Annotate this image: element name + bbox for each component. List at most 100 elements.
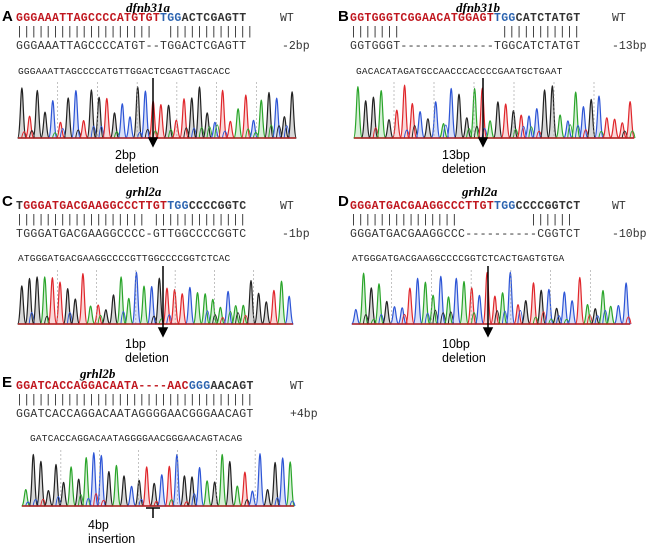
- pam-site: TGG: [167, 200, 189, 213]
- trace-peak: [405, 287, 415, 325]
- trace-peak: [353, 85, 363, 139]
- trace-peak: [223, 290, 233, 325]
- trace-peak: [202, 112, 212, 139]
- chromatogram-trace: [17, 270, 294, 325]
- trace-peak: [78, 272, 88, 325]
- trace-peak: [428, 294, 438, 325]
- mutant-tag: -1bp: [282, 228, 310, 241]
- trace-peak: [247, 490, 258, 507]
- panel-label: B: [338, 8, 349, 25]
- trace-peak: [126, 485, 137, 507]
- trace-peak: [210, 121, 220, 139]
- pam-site: TGG: [160, 12, 182, 25]
- trace-peak: [551, 307, 562, 325]
- trace-peak: [55, 121, 66, 139]
- trace-peak: [524, 115, 534, 139]
- trace-peak: [466, 287, 477, 325]
- wt-tag: WT: [612, 200, 626, 213]
- trace-peak: [609, 118, 620, 139]
- trace-peak: [32, 276, 42, 325]
- trace-peak: [277, 457, 288, 507]
- panel-label: A: [2, 8, 13, 25]
- trace-peak: [459, 280, 469, 325]
- trace-peak: [508, 109, 519, 139]
- wt-tag: WT: [280, 200, 294, 213]
- trace-peak: [384, 119, 394, 139]
- trace-peak: [66, 466, 76, 507]
- mutant-sequence: GGGAAATTAGCCCCATGT--TGGACTCGAGTT: [16, 40, 247, 53]
- trace-peak: [240, 471, 250, 507]
- trace-peak: [238, 304, 249, 325]
- chromatogram-read: GACACATAGATGCCAACCCACCCCGAATGCTGAAT: [356, 66, 563, 77]
- trace-peak: [617, 122, 627, 139]
- trace-peak: [594, 95, 604, 139]
- arrowhead-a: [147, 137, 159, 148]
- trace-peak: [505, 271, 516, 325]
- chromatogram-read: GGGAAATTAGCCCCATGTTGGACTCGAGTTAGCACC: [18, 66, 231, 77]
- trace-peak: [233, 108, 243, 139]
- chromatogram-read: GATCACCAGGACAATAGGGGAACGGGAACAGTACAG: [30, 433, 243, 444]
- trace-peak: [438, 122, 449, 139]
- trace-peak: [172, 453, 182, 507]
- trace-peak: [141, 466, 152, 507]
- trace-peak: [446, 87, 457, 139]
- mutation-caption: 2bp deletion: [115, 148, 159, 176]
- trace-peak: [397, 307, 407, 325]
- trace-peak: [469, 87, 480, 139]
- trace-peak: [284, 295, 294, 325]
- trace-peak: [208, 298, 218, 325]
- trace-peak: [513, 304, 523, 325]
- trace-peak: [376, 89, 387, 139]
- trace-peak: [490, 295, 500, 325]
- wt-sequence: TGGGATGACGAAGGCCCTTGTTGGCCCCGGTC: [16, 200, 246, 213]
- trace-peak: [461, 117, 472, 139]
- trace-peak: [391, 109, 402, 139]
- trace-peak: [179, 475, 190, 507]
- wt-flank: AACAGT: [210, 380, 254, 393]
- pam-site: TGG: [494, 200, 516, 213]
- trace-peak: [192, 291, 203, 325]
- trace-peak: [131, 271, 142, 325]
- trace-peak: [279, 116, 290, 139]
- trace-peak: [171, 119, 182, 139]
- trace-peak: [613, 304, 624, 325]
- trace-peak: [271, 97, 282, 139]
- trace-peak: [528, 282, 539, 325]
- trace-peak: [536, 289, 546, 325]
- alignment-bars: ||||||||||||||| ||||||: [350, 214, 574, 227]
- trace-peak: [269, 289, 279, 325]
- trace-peak: [215, 306, 226, 325]
- trace-peak: [570, 91, 581, 139]
- trace-peak: [177, 293, 187, 325]
- mutant-tag: -13bp: [612, 40, 647, 53]
- trace-minor-peak: [120, 311, 127, 325]
- wt-sequence: GGGAAATTAGCCCCATGTGTTGGACTCGAGTT: [16, 12, 246, 25]
- panel-label: C: [2, 193, 13, 210]
- trace-peak: [39, 276, 50, 325]
- gene-name: grhl2b: [80, 366, 116, 381]
- trace-peak: [360, 100, 371, 139]
- trace-peak: [230, 305, 241, 325]
- wt-prefix: T: [16, 200, 24, 213]
- trace-peak: [497, 292, 508, 325]
- trace-peak: [256, 99, 267, 139]
- trace-peak: [164, 465, 175, 507]
- trace-peak: [47, 99, 58, 139]
- trace-peak: [253, 292, 264, 325]
- trace-peak: [117, 103, 128, 139]
- mutation-caption: 10bp deletion: [442, 337, 486, 365]
- mutant-sequence: GGGATGACGAAGGCCC----------CGGTCT: [350, 228, 581, 241]
- trace-peak: [255, 452, 265, 507]
- trace-peak: [399, 84, 410, 139]
- trace-peak: [81, 456, 91, 507]
- trace-peak: [454, 93, 464, 139]
- trace-peak: [225, 460, 235, 507]
- trace-peak: [407, 102, 418, 139]
- arrowhead-c: [157, 327, 169, 338]
- trace-peak: [217, 89, 228, 139]
- trace-peak: [381, 300, 392, 325]
- chromatogram-trace: [353, 82, 636, 139]
- trace-peak: [270, 461, 280, 507]
- mutant-tag: -2bp: [282, 40, 310, 53]
- trace-peak: [547, 85, 558, 139]
